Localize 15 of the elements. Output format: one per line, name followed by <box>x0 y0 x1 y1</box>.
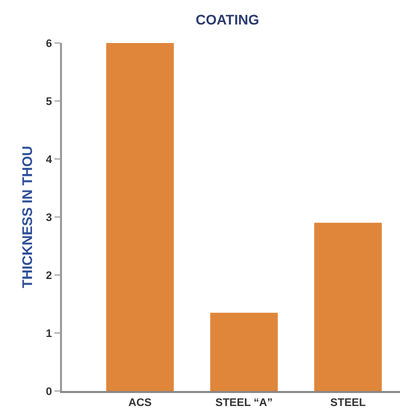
bar <box>314 222 382 391</box>
y-tick-label: 1 <box>46 328 52 340</box>
y-tick-label: 5 <box>46 96 52 108</box>
bar <box>106 43 174 391</box>
bar <box>210 312 278 391</box>
y-tick-label: 2 <box>46 270 52 282</box>
x-tick-label: STEEL <box>330 396 366 409</box>
y-tick-label: 0 <box>46 386 52 398</box>
x-tick-label: STEEL “A” <box>215 396 273 409</box>
chart-title: COATING <box>196 12 260 28</box>
y-tick-label: 4 <box>46 154 53 166</box>
y-tick-label: 3 <box>46 212 52 224</box>
x-tick-label: ACS <box>128 396 152 409</box>
y-axis-title: THICKNESS IN THOU <box>19 146 36 288</box>
y-tick-label: 6 <box>46 38 52 50</box>
